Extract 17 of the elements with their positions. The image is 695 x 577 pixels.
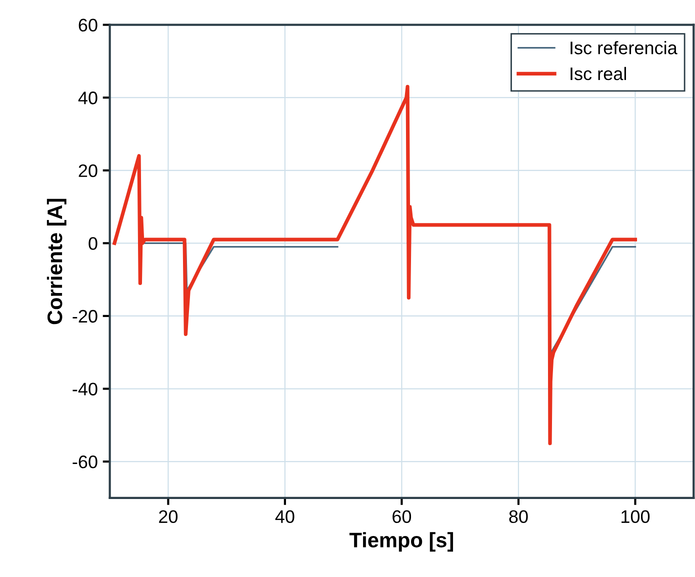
legend-label: Isc real: [570, 66, 626, 80]
x-tick-label: 20: [159, 510, 178, 524]
x-axis-title: Tiempo [s]: [349, 532, 454, 552]
x-tick-label: 80: [509, 510, 528, 524]
y-tick-label: 0: [88, 237, 98, 250]
x-tick-label: 40: [275, 510, 294, 524]
y-tick-label: 40: [78, 92, 98, 104]
y-tick-label: -20: [72, 310, 98, 323]
y-tick-label: -60: [72, 455, 98, 468]
legend-label: Isc referencia: [570, 41, 678, 54]
x-tick-label: 60: [392, 510, 412, 524]
y-tick-label: 60: [78, 18, 98, 32]
y-axis-title: Corriente [A]: [46, 198, 66, 324]
y-tick-label: 20: [78, 164, 98, 178]
y-tick-label: -40: [72, 382, 98, 396]
x-tick-label: 100: [622, 510, 650, 524]
line-series: [112, 84, 638, 446]
